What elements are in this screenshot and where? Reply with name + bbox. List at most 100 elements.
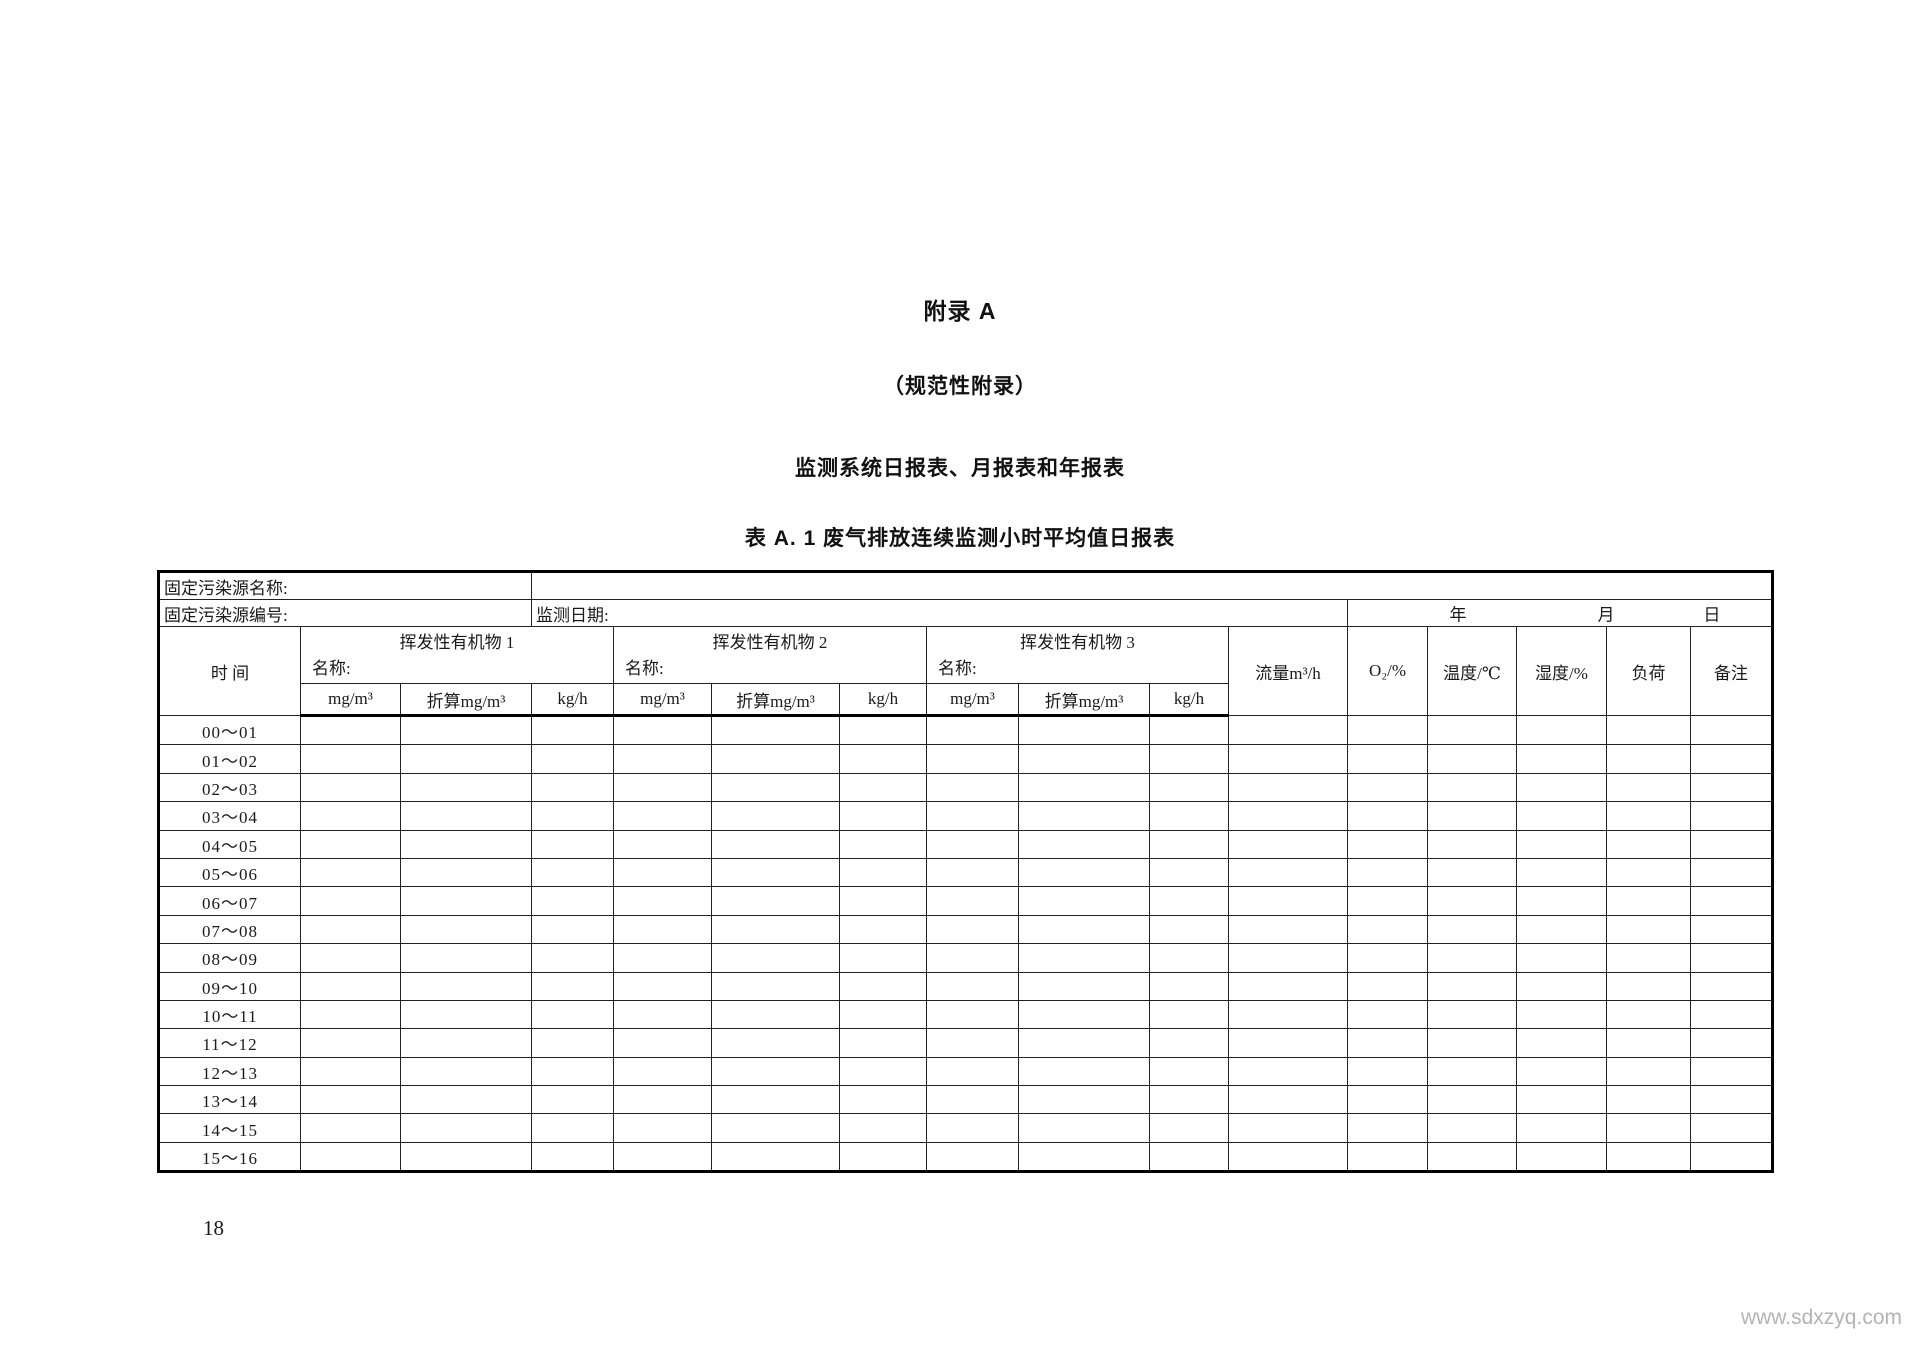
- data-cell: [711, 1085, 840, 1115]
- data-cell: [300, 999, 401, 1030]
- table-row: 13～14: [158, 1085, 1774, 1115]
- data-cell: [531, 1085, 614, 1115]
- table-row: 14～15: [158, 1113, 1774, 1143]
- data-cell: [1689, 714, 1774, 746]
- data-cell: [400, 971, 532, 1001]
- table-row: 02～03: [158, 772, 1774, 803]
- data-cell: [926, 1028, 1019, 1058]
- data-cell: [1689, 971, 1774, 1001]
- data-cell: [400, 1056, 532, 1087]
- data-cell: [1149, 714, 1229, 746]
- data-cell: [1427, 829, 1517, 859]
- data-cell: [1149, 772, 1229, 803]
- time-cell: 10～11: [158, 999, 301, 1030]
- data-cell: [1018, 914, 1150, 945]
- data-cell: [1228, 829, 1348, 859]
- data-cell: [1606, 886, 1691, 916]
- data-cell: [839, 886, 927, 916]
- daily-report-table: 固定污染源名称: 固定污染源编号: 监测日期: 年 月 日 时 间 挥发性有机物…: [157, 570, 1775, 1174]
- data-cell: [1228, 1085, 1348, 1115]
- data-cell: [1689, 1141, 1774, 1173]
- data-cell: [1149, 999, 1229, 1030]
- data-cell: [1427, 1028, 1517, 1058]
- data-cell: [711, 801, 840, 831]
- time-cell: 03～04: [158, 801, 301, 831]
- data-cell: [531, 772, 614, 803]
- data-cell: [531, 886, 614, 916]
- data-cell: [613, 857, 712, 888]
- data-cell: [1516, 999, 1607, 1030]
- source-id-label: 固定污染源编号:: [158, 599, 532, 627]
- data-cell: [1228, 714, 1348, 746]
- data-cell: [711, 1056, 840, 1087]
- data-cell: [1228, 744, 1348, 774]
- data-cell: [400, 714, 532, 746]
- data-cell: [531, 857, 614, 888]
- voc3-unit-mg: mg/m³: [926, 683, 1019, 717]
- data-cell: [926, 744, 1019, 774]
- data-cell: [1606, 857, 1691, 888]
- data-cell: [613, 801, 712, 831]
- data-cell: [1149, 971, 1229, 1001]
- data-cell: [1427, 714, 1517, 746]
- data-cell: [926, 1085, 1019, 1115]
- data-cell: [1228, 1113, 1348, 1143]
- time-cell: 13～14: [158, 1085, 301, 1115]
- data-cell: [1228, 1056, 1348, 1087]
- data-cell: [1516, 886, 1607, 916]
- data-cell: [711, 744, 840, 774]
- table-row: 00～01: [158, 714, 1774, 746]
- data-cell: [1347, 1085, 1428, 1115]
- data-cell: [1427, 744, 1517, 774]
- data-cell: [613, 829, 712, 859]
- data-cell: [711, 1028, 840, 1058]
- data-cell: [711, 1141, 840, 1173]
- appendix-subtitle: （规范性附录）: [883, 375, 1037, 398]
- data-cell: [1427, 886, 1517, 916]
- data-cell: [1516, 1113, 1607, 1143]
- data-cell: [1018, 801, 1150, 831]
- data-cell: [300, 943, 401, 973]
- humidity-header: 湿度/%: [1516, 626, 1607, 716]
- data-cell: [839, 1141, 927, 1173]
- table-row: 05～06: [158, 857, 1774, 888]
- data-cell: [926, 772, 1019, 803]
- data-cell: [531, 914, 614, 945]
- data-cell: [1347, 1113, 1428, 1143]
- data-cell: [1606, 999, 1691, 1030]
- month-label: 月: [1597, 605, 1615, 625]
- data-cell: [926, 1056, 1019, 1087]
- data-cell: [613, 971, 712, 1001]
- day-label: 日: [1703, 605, 1721, 625]
- data-cell: [1516, 1028, 1607, 1058]
- appendix-title: 附录 A: [923, 298, 997, 324]
- data-cell: [531, 744, 614, 774]
- table-row: 08～09: [158, 943, 1774, 973]
- data-cell: [1516, 801, 1607, 831]
- data-cell: [1149, 886, 1229, 916]
- data-cell: [1347, 886, 1428, 916]
- data-cell: [1347, 714, 1428, 746]
- data-cell: [711, 714, 840, 746]
- data-cell: [711, 943, 840, 973]
- data-cell: [1018, 1056, 1150, 1087]
- data-cell: [300, 801, 401, 831]
- data-cell: [613, 943, 712, 973]
- data-cell: [1606, 801, 1691, 831]
- data-cell: [1689, 1028, 1774, 1058]
- data-cell: [1018, 886, 1150, 916]
- data-cell: [1347, 801, 1428, 831]
- voc2-unit-kgh: kg/h: [839, 683, 927, 717]
- remarks-header: 备注: [1689, 626, 1774, 716]
- data-cell: [839, 914, 927, 945]
- data-cell: [1516, 1141, 1607, 1173]
- data-cell: [1689, 772, 1774, 803]
- data-cell: [1427, 1085, 1517, 1115]
- voc3-group-header: 挥发性有机物 3 名称:: [926, 626, 1229, 684]
- voc3-unit-kgh: kg/h: [1149, 683, 1229, 717]
- time-cell: 06～07: [158, 886, 301, 916]
- data-cell: [1018, 744, 1150, 774]
- data-cell: [1228, 971, 1348, 1001]
- voc2-group-header: 挥发性有机物 2 名称:: [613, 626, 927, 684]
